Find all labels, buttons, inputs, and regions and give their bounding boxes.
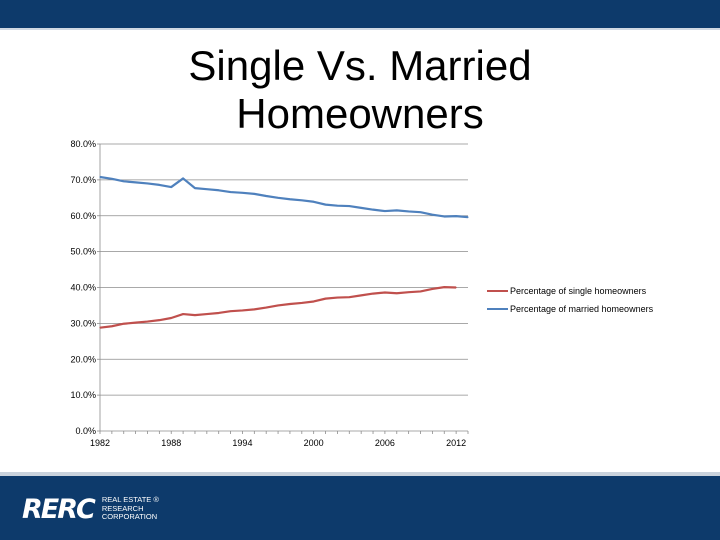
series-line-single [99,286,457,329]
data-point [301,302,303,304]
data-point [443,215,445,218]
data-point [419,290,422,293]
data-point [170,317,172,319]
slide-title-line-2: Homeowners [236,90,484,137]
data-point [182,177,184,180]
data-point [289,198,291,200]
data-point [301,199,303,201]
data-point [431,288,433,290]
legend-label: Percentage of single homeowners [510,286,647,296]
x-tick-label: 1982 [90,438,110,448]
data-point [289,303,291,305]
data-point [313,300,315,303]
data-point [241,309,244,312]
data-point [396,292,398,294]
y-tick-label: 80.0% [70,139,96,149]
data-point [336,296,339,299]
data-point [135,322,137,324]
data-point [455,215,457,217]
data-point [99,327,101,329]
line-chart: 0.0% 10.0% 20.0% 30.0% 40.0% 50.0% 60.0% 70.0% 8… [70,139,654,448]
data-point [218,189,220,191]
header-bar [0,0,720,28]
logo-mark: RERC [22,493,96,525]
data-point [372,292,374,295]
data-point [194,187,196,189]
y-tick-label: 40.0% [70,283,96,293]
x-tick-label: 2012 [446,438,466,448]
data-point [218,312,220,314]
y-tick-label: 60.0% [70,211,96,221]
data-point [348,296,350,298]
data-point [158,319,160,321]
data-point [123,180,125,182]
header-divider [0,28,720,30]
data-point [253,193,255,195]
data-point [431,214,433,216]
data-point [206,188,208,190]
data-point [99,176,101,178]
data-point [146,320,149,323]
y-tick-label: 10.0% [70,390,96,400]
data-point [408,291,410,293]
data-point [158,184,160,186]
data-point [111,325,113,327]
rerc-logo: RERC REAL ESTATE ® RESEARCH CORPORATION [22,493,159,525]
data-point [135,181,137,183]
y-tick-label: 20.0% [70,354,96,364]
data-point [360,294,362,296]
slide-title: Single Vs. Married Homeowners [0,42,720,138]
logo-text-line-3: CORPORATION [101,512,158,522]
data-point [277,197,279,199]
data-point [324,298,327,300]
data-point [229,191,232,193]
data-point [408,210,410,213]
data-point [146,182,149,185]
data-point [265,306,267,309]
y-tick-label: 70.0% [70,175,96,185]
y-tick-label: 30.0% [70,318,96,328]
x-tick-label: 2000 [304,438,324,448]
slide-title-line-1: Single Vs. Married [188,42,532,89]
data-point [372,209,374,211]
x-tick-label: 1994 [232,438,252,448]
data-point [194,314,196,316]
data-point [182,313,184,315]
data-point [313,201,315,203]
legend-label: Percentage of married homeowners [510,304,654,314]
data-point [348,205,350,207]
data-point [241,192,244,194]
data-point [229,310,232,312]
data-point [360,207,362,209]
data-point [265,195,267,197]
x-tick-label: 1988 [161,438,181,448]
data-point [455,286,457,289]
data-point [324,204,327,206]
data-point [467,216,469,218]
footer-divider [0,472,720,476]
data-point [443,286,445,288]
data-point [111,178,113,180]
logo-text-line-1: REAL ESTATE ® [101,495,159,505]
data-point [396,209,398,211]
data-point [336,205,339,207]
data-point [206,313,208,315]
footer-bar: RERC REAL ESTATE ® RESEARCH CORPORATION [0,476,720,540]
data-point [419,211,422,213]
logo-text-line-2: RESEARCH [101,503,144,513]
x-tick-label: 2006 [375,438,395,448]
y-tick-label: 0.0% [75,426,96,436]
data-point [384,291,386,294]
data-point [170,186,172,188]
y-tick-label: 50.0% [70,247,96,257]
data-point [277,304,279,307]
logo-text: REAL ESTATE ® RESEARCH CORPORATION [102,496,159,522]
data-point [123,323,125,325]
data-point [253,308,255,310]
series-line-married [99,175,469,219]
data-point [384,210,386,212]
